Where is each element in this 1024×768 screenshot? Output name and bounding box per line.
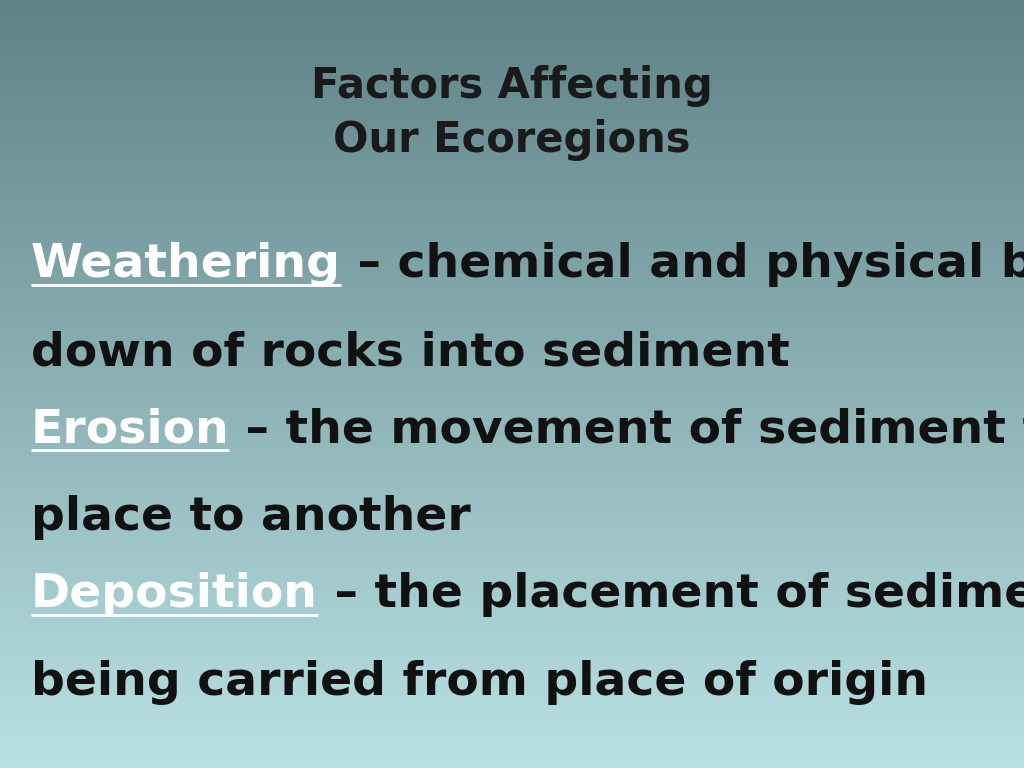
Text: Weathering: Weathering [31,242,341,287]
Text: – chemical and physical break: – chemical and physical break [341,242,1024,287]
Text: being carried from place of origin: being carried from place of origin [31,660,928,706]
Text: – the movement of sediment from one: – the movement of sediment from one [229,407,1024,452]
Text: Deposition: Deposition [31,572,317,617]
Text: place to another: place to another [31,495,470,541]
Text: Factors Affecting
Our Ecoregions: Factors Affecting Our Ecoregions [311,65,713,161]
Text: Erosion: Erosion [31,407,229,452]
Text: down of rocks into sediment: down of rocks into sediment [31,330,790,376]
Text: – the placement of sediment after: – the placement of sediment after [317,572,1024,617]
